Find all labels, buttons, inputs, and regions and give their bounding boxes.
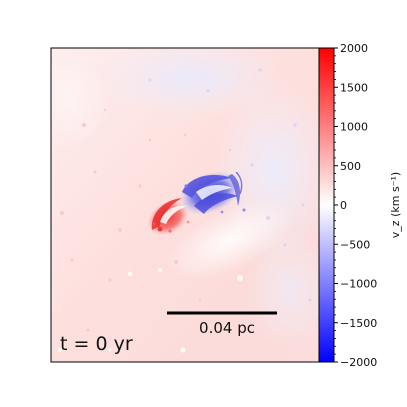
colorbar-label: v_z (km s⁻¹) xyxy=(389,172,402,238)
scale-bar-label: 0.04 pc xyxy=(199,319,255,337)
velocity-map xyxy=(51,48,319,362)
colorbar-tick-label: −1500 xyxy=(340,317,377,330)
colorbar-ticks: 2000 1500 1000 500 0 −500 −1000 −1500 −2000 xyxy=(334,42,377,369)
time-label: t = 0 yr xyxy=(60,333,133,355)
colorbar-tick-label: 500 xyxy=(340,160,361,173)
colorbar-tick-label: −1000 xyxy=(340,278,377,291)
colorbar-tick-label: 0 xyxy=(340,199,347,212)
colorbar-tick-label: 1000 xyxy=(340,121,368,134)
colorbar-tick-label: 1500 xyxy=(340,81,368,94)
colorbar-tick-label: 2000 xyxy=(340,42,368,55)
red-lobe xyxy=(147,198,190,236)
blue-lobe xyxy=(179,171,246,215)
colorbar-tick-label: −2000 xyxy=(340,356,377,369)
colorbar-tick-label: −500 xyxy=(340,238,370,251)
colorbar xyxy=(319,48,334,362)
